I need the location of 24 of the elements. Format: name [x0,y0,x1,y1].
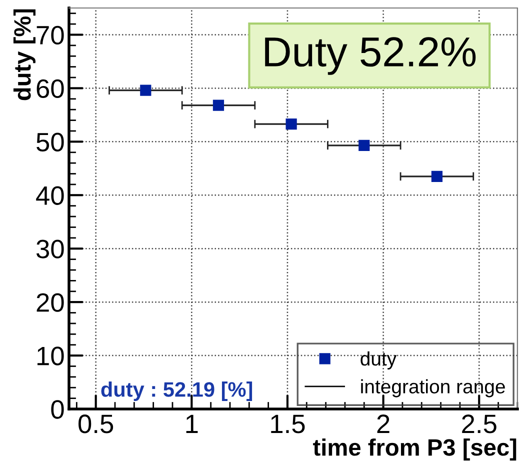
x-tick-label: 2 [377,414,390,433]
point [431,170,443,182]
y-tick-label: 30 [36,240,64,258]
point [286,118,297,130]
y-tick-label: 70 [36,26,64,45]
y-axis-title: duty [%] [13,9,36,100]
y-tick-label: 60 [36,79,64,98]
y-tick-label: 20 [36,293,64,312]
annotation: Duty 52.2% [265,37,476,75]
point [212,100,224,111]
point [140,84,152,96]
annotation: duty : 52.19 [%] [101,382,252,401]
x-tick-label: 1 [186,414,198,433]
y-tick-label: 50 [36,132,64,152]
x-axis-title: time from P3 [sec] [313,438,516,460]
y-tick-label: 10 [37,346,64,366]
x-tick-label: 2.5 [462,414,496,434]
point [358,140,370,151]
y-tick-label: 40 [36,186,64,205]
x-tick-label: 1.5 [271,414,305,434]
y-tick-label: 0 [51,400,64,419]
legend-label: duty [360,351,397,370]
x-tick-label: 0.5 [78,414,114,434]
annotation: integration range [361,379,505,398]
